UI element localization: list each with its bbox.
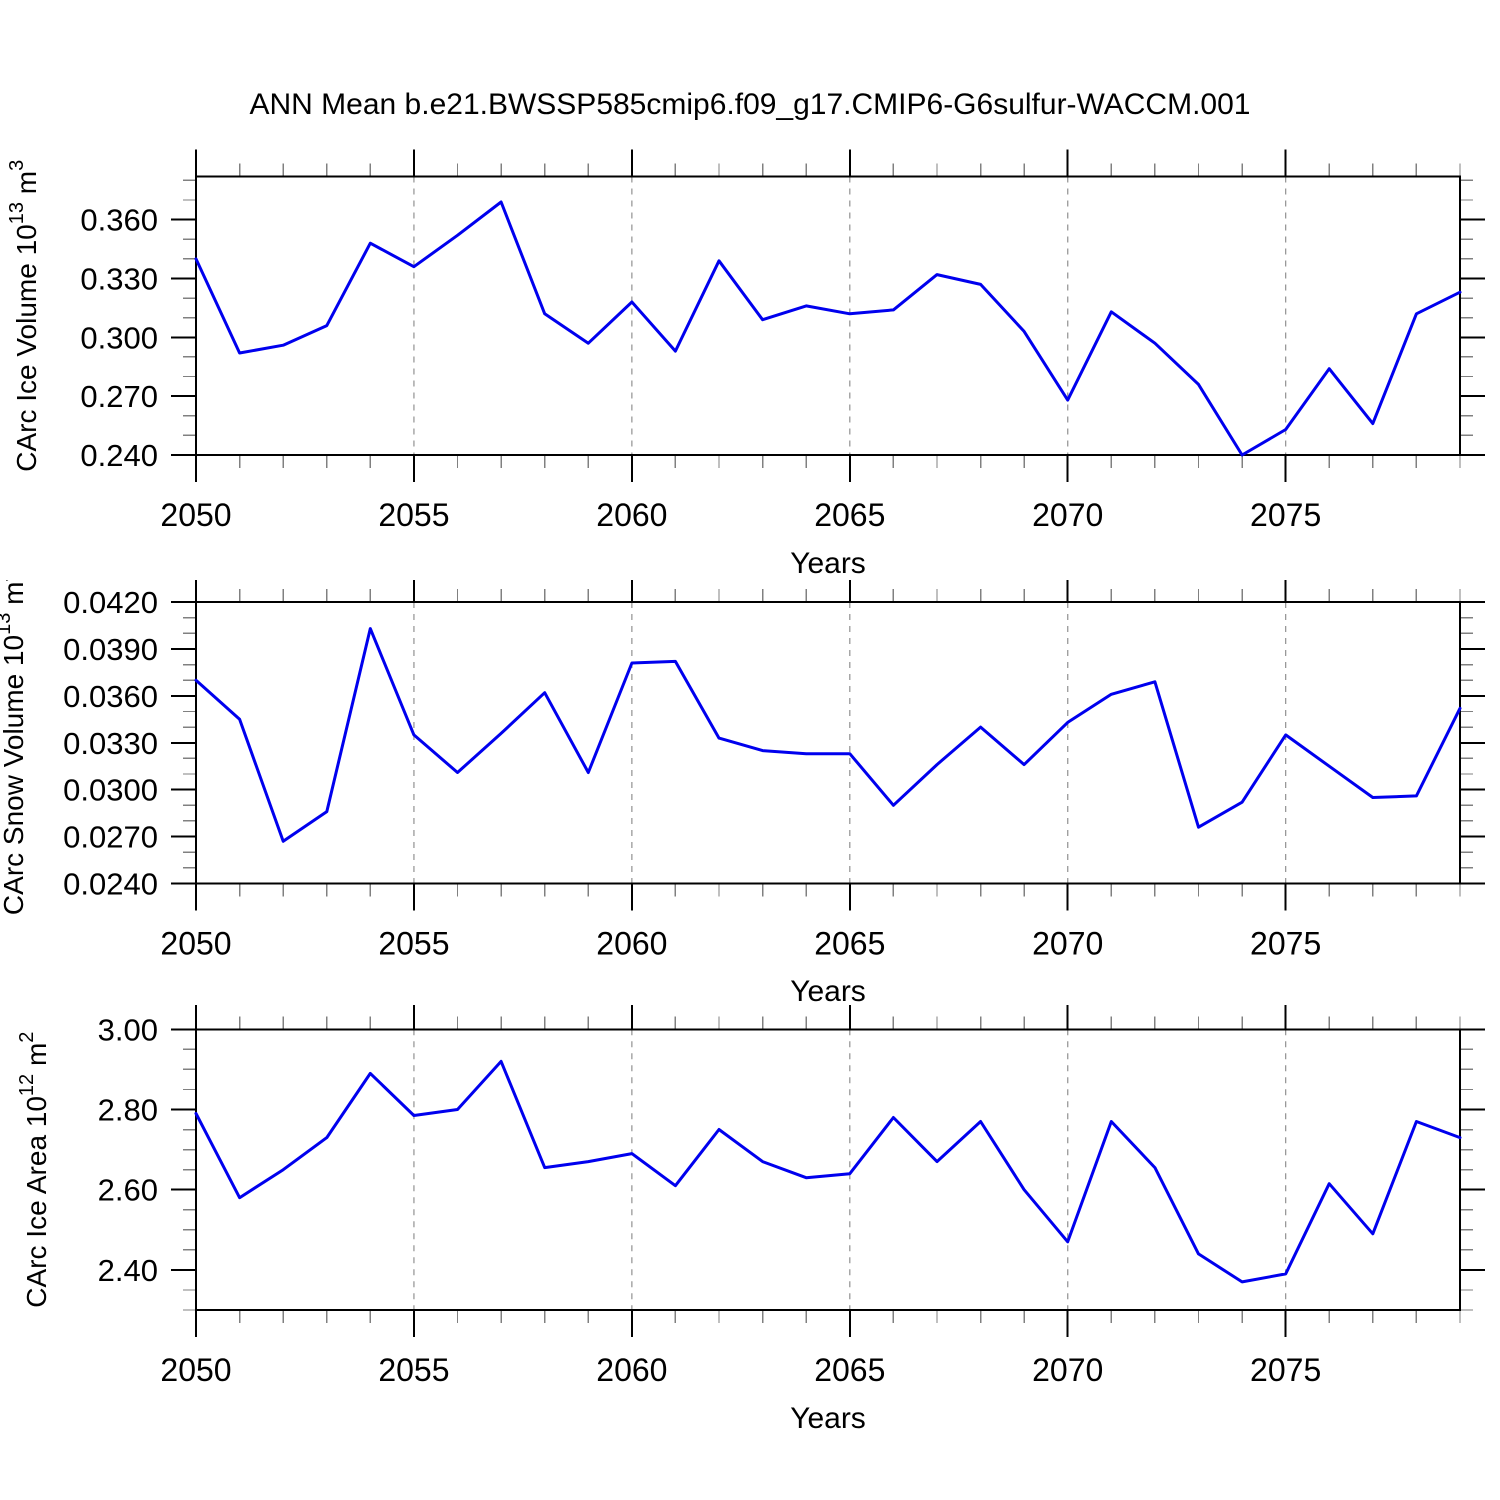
data-line bbox=[194, 200, 1462, 457]
y-axis-title: CArc Snow Volume 1013 m3 bbox=[0, 580, 29, 915]
y-tick-label: 0.300 bbox=[80, 320, 158, 355]
x-tick-label: 2060 bbox=[596, 497, 667, 533]
y-tick-label: 0.0240 bbox=[63, 867, 158, 902]
data-line bbox=[194, 627, 1462, 843]
x-tick-label: 2075 bbox=[1250, 926, 1321, 962]
x-axis-title: Years bbox=[790, 975, 866, 1008]
y-tick-label: 0.0360 bbox=[63, 679, 158, 714]
x-tick-label: 2065 bbox=[814, 926, 885, 962]
y-tick-labels: 0.240 0.270 0.300 0.330 0.360 bbox=[80, 203, 158, 473]
x-tick-label: 2070 bbox=[1032, 497, 1103, 533]
x-tick-label: 2070 bbox=[1032, 1352, 1103, 1388]
minor-ticks bbox=[183, 163, 1473, 468]
grid-lines bbox=[413, 176, 1287, 455]
grid-lines bbox=[413, 602, 1287, 884]
plot-frame bbox=[195, 601, 1461, 885]
x-tick-label: 2065 bbox=[814, 497, 885, 533]
snow-volume-chart: CArc Snow Volume 1013 m3 Years 205020552… bbox=[0, 580, 1485, 1008]
y-axis-title: CArc Ice Area 1012 m2 bbox=[16, 1032, 52, 1308]
y-tick-label: 3.00 bbox=[98, 1012, 158, 1047]
x-tick-label: 2060 bbox=[596, 1352, 667, 1388]
y-tick-label: 0.240 bbox=[80, 438, 158, 473]
plot-frame bbox=[195, 175, 1461, 456]
minor-ticks bbox=[183, 1016, 1473, 1323]
y-tick-label: 0.0420 bbox=[63, 585, 158, 620]
x-tick-label: 2075 bbox=[1250, 1352, 1321, 1388]
major-ticks bbox=[171, 149, 1485, 482]
y-tick-label: 0.270 bbox=[80, 379, 158, 414]
x-tick-label: 2055 bbox=[378, 926, 449, 962]
x-tick-label: 2075 bbox=[1250, 497, 1321, 533]
x-axis-title: Years bbox=[790, 547, 866, 580]
y-tick-label: 2.80 bbox=[98, 1093, 158, 1128]
x-tick-label: 2070 bbox=[1032, 926, 1103, 962]
grid-lines bbox=[413, 1029, 1287, 1310]
x-tick-label: 2060 bbox=[596, 926, 667, 962]
x-axis-title: Years bbox=[790, 1402, 866, 1435]
data-line bbox=[194, 1059, 1462, 1284]
y-tick-label: 0.0300 bbox=[63, 773, 158, 808]
x-tick-label: 2050 bbox=[160, 497, 231, 533]
y-axis-title: CArc Ice Volume 1013 m3 bbox=[6, 160, 42, 472]
y-tick-label: 0.0390 bbox=[63, 632, 158, 667]
x-tick-label: 2055 bbox=[378, 497, 449, 533]
y-tick-label: 2.60 bbox=[98, 1173, 158, 1208]
y-tick-label: 0.0330 bbox=[63, 726, 158, 761]
major-ticks bbox=[171, 580, 1485, 911]
x-tick-labels: 2050 2055 2060 2065 2070 2075 bbox=[160, 1352, 1321, 1388]
x-tick-labels: 2050 2055 2060 2065 2070 2075 bbox=[160, 926, 1321, 962]
x-tick-label: 2055 bbox=[378, 1352, 449, 1388]
plot-frame bbox=[195, 1028, 1461, 1312]
major-ticks bbox=[171, 1005, 1485, 1337]
y-tick-label: 0.360 bbox=[80, 203, 158, 238]
y-tick-label: 2.40 bbox=[98, 1253, 158, 1288]
y-tick-labels: 0.0240 0.0270 0.0300 0.0330 0.0360 0.0390 0.04… bbox=[63, 585, 158, 902]
x-tick-label: 2050 bbox=[160, 1352, 231, 1388]
y-tick-label: 0.0270 bbox=[63, 820, 158, 855]
x-tick-label: 2065 bbox=[814, 1352, 885, 1388]
ice-area-chart: CArc Ice Area 1012 m2 Years 2050 2055 2060… bbox=[16, 1005, 1485, 1435]
y-tick-label: 0.330 bbox=[80, 261, 158, 296]
ice-volume-chart: CArc Ice Volume 1013 m3 Years 2050 2055 20… bbox=[6, 149, 1485, 580]
y-tick-labels: 2.40 2.60 2.80 3.00 bbox=[98, 1012, 158, 1288]
plot-title: ANN Mean b.e21.BWSSP585cmip6.f09_g17.CMI… bbox=[249, 88, 1251, 121]
x-tick-labels: 2050 2055 2060 2065 2070 2075 bbox=[160, 497, 1321, 533]
minor-ticks bbox=[183, 589, 1473, 897]
x-tick-label: 2050 bbox=[160, 926, 231, 962]
